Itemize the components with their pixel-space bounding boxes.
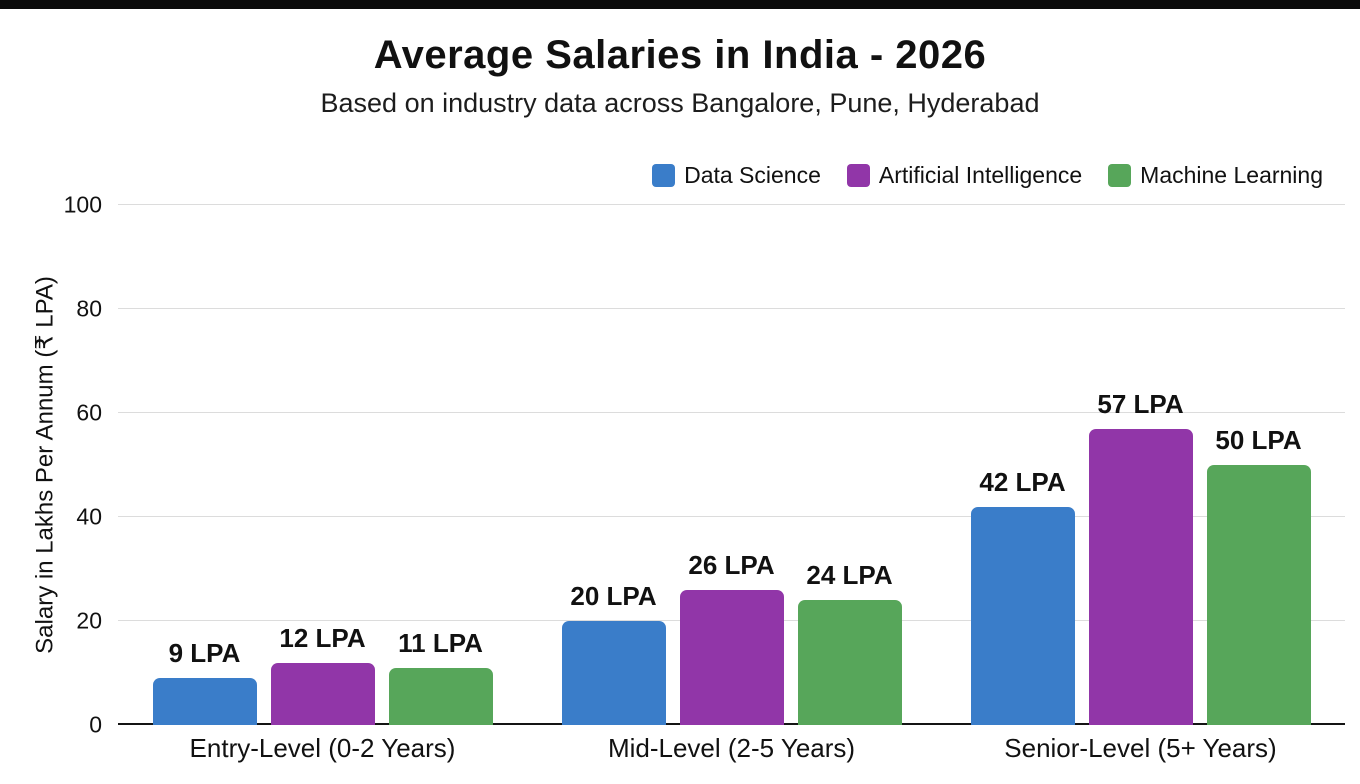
legend-swatch: [1108, 164, 1132, 187]
x-category-label: Entry-Level (0-2 Years): [189, 733, 456, 763]
x-category-label: Mid-Level (2-5 Years): [607, 733, 856, 763]
bar-column: 9 LPA: [152, 205, 257, 725]
plot-area: 0 20 40 60 80 100 9 LPA 12 LPA 11 LPA 20 LPA 26 LP…: [64, 193, 1345, 736]
bar-value-label: 57 LPA: [1097, 388, 1184, 419]
gridline: [118, 308, 1345, 309]
legend-swatch: [846, 164, 870, 187]
chart-subtitle: Based on industry data across Bangalore,…: [320, 88, 1040, 118]
bar-column: 26 LPA: [679, 205, 784, 725]
gridline: [118, 412, 1345, 413]
bar-machine-learning: [1206, 465, 1311, 725]
bar-artificial-intelligence: [1088, 428, 1193, 725]
bar-group: 20 LPA 26 LPA 24 LPA: [527, 205, 936, 725]
bar-value-label: 12 LPA: [279, 622, 366, 653]
y-tick-label: 100: [63, 191, 102, 218]
legend-label: Artificial Intelligence: [878, 162, 1083, 188]
bar-value-label: 50 LPA: [1215, 425, 1302, 455]
top-border: [0, 0, 1360, 9]
bar-value-label: 20 LPA: [570, 581, 657, 611]
bar-column: 20 LPA: [561, 205, 666, 725]
bar-value-label: 11 LPA: [398, 627, 483, 658]
bar-data-science: [970, 506, 1075, 725]
bar-column: 50 LPA: [1206, 205, 1311, 725]
legend-label: Data Science: [684, 162, 821, 188]
bar-column: 12 LPA: [270, 205, 375, 725]
legend: Data Science Artificial Intelligence Machi…: [652, 162, 1323, 189]
bar-data-science: [152, 678, 257, 725]
x-axis-categories: Entry-Level (0-2 Years) Mid-Level (2-5 Ye…: [118, 733, 1345, 764]
bar-column: 42 LPA: [970, 205, 1075, 725]
y-axis-label: Salary in Lakhs Per Annum (₹ LPA): [31, 276, 59, 654]
legend-item: Artificial Intelligence: [846, 162, 1083, 189]
bar-column: 57 LPA: [1088, 205, 1193, 725]
bar-group: 42 LPA 57 LPA 50 LPA: [936, 205, 1345, 725]
bar-value-label: 42 LPA: [979, 466, 1066, 497]
bar-value-label: 24 LPA: [806, 560, 893, 591]
bar-value-label: 9 LPA: [168, 638, 241, 669]
y-tick-label: 60: [76, 399, 102, 426]
gridline: [118, 516, 1345, 517]
bar-artificial-intelligence: [270, 662, 375, 725]
bar-machine-learning: [388, 667, 493, 725]
y-tick-label: 80: [76, 295, 102, 322]
bar-groups: 9 LPA 12 LPA 11 LPA 20 LPA 26 LPA 24 LPA 42 LP…: [118, 205, 1345, 725]
y-tick-label: 20: [76, 607, 102, 634]
bar-artificial-intelligence: [679, 589, 784, 725]
legend-swatch: [652, 164, 676, 187]
bar-value-label: 26 LPA: [688, 549, 775, 580]
legend-item: Machine Learning: [1108, 162, 1323, 189]
bar-machine-learning: [797, 600, 902, 725]
bar-group: 9 LPA 12 LPA 11 LPA: [118, 205, 527, 725]
legend-label: Machine Learning: [1140, 162, 1323, 188]
x-category-label: Senior-Level (5+ Years): [1004, 733, 1277, 763]
legend-item: Data Science: [652, 162, 821, 189]
y-tick-label: 0: [89, 711, 102, 738]
bar-data-science: [561, 621, 666, 725]
gridline: [118, 204, 1345, 205]
chart-title: Average Salaries in India - 2026: [373, 33, 987, 77]
y-tick-label: 40: [76, 503, 102, 530]
bar-column: 24 LPA: [797, 205, 902, 725]
bar-column: 11 LPA: [388, 205, 493, 725]
